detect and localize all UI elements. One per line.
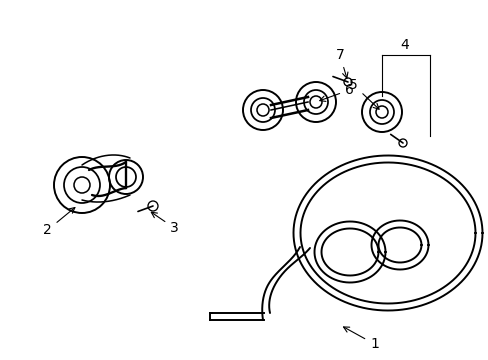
Text: 3: 3	[151, 212, 179, 235]
Text: 7: 7	[335, 48, 347, 78]
Text: 4: 4	[400, 38, 408, 52]
Text: 1: 1	[343, 327, 378, 351]
Text: 5: 5	[348, 78, 378, 109]
Text: 6: 6	[319, 83, 353, 102]
Text: 2: 2	[43, 208, 75, 237]
